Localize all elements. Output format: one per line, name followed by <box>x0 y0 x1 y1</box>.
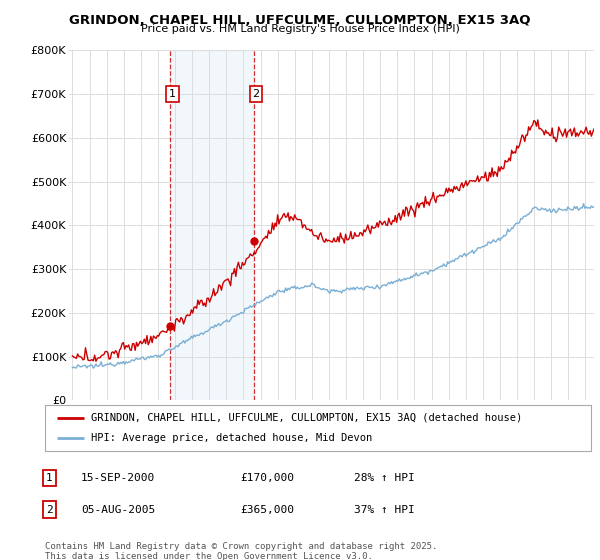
Text: Contains HM Land Registry data © Crown copyright and database right 2025.
This d: Contains HM Land Registry data © Crown c… <box>45 542 437 560</box>
Text: 28% ↑ HPI: 28% ↑ HPI <box>354 473 415 483</box>
Text: HPI: Average price, detached house, Mid Devon: HPI: Average price, detached house, Mid … <box>91 433 373 443</box>
Text: 15-SEP-2000: 15-SEP-2000 <box>81 473 155 483</box>
Bar <box>170 50 254 400</box>
Text: £170,000: £170,000 <box>240 473 294 483</box>
Text: 2: 2 <box>46 505 53 515</box>
Text: Price paid vs. HM Land Registry's House Price Index (HPI): Price paid vs. HM Land Registry's House … <box>140 24 460 34</box>
Text: 1: 1 <box>169 89 176 99</box>
Text: GRINDON, CHAPEL HILL, UFFCULME, CULLOMPTON, EX15 3AQ (detached house): GRINDON, CHAPEL HILL, UFFCULME, CULLOMPT… <box>91 413 523 423</box>
Text: £365,000: £365,000 <box>240 505 294 515</box>
Text: 2: 2 <box>253 89 260 99</box>
Text: GRINDON, CHAPEL HILL, UFFCULME, CULLOMPTON, EX15 3AQ: GRINDON, CHAPEL HILL, UFFCULME, CULLOMPT… <box>69 14 531 27</box>
Text: 37% ↑ HPI: 37% ↑ HPI <box>354 505 415 515</box>
Text: 1: 1 <box>46 473 53 483</box>
Text: 05-AUG-2005: 05-AUG-2005 <box>81 505 155 515</box>
